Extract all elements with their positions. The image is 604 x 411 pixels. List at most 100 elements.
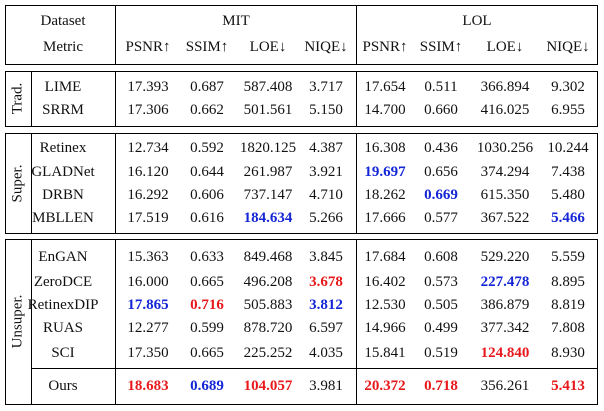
metric-value: 416.025: [480, 102, 530, 118]
metric-value: 1030.256: [476, 140, 534, 156]
metric-value: 0.656: [424, 164, 458, 180]
method-name: MBLLEN: [32, 210, 94, 226]
metric-value: 7.808: [551, 320, 585, 336]
group-label: Super.: [9, 164, 26, 202]
metric-value: 17.865: [127, 297, 169, 313]
metric-value: 4.710: [309, 187, 343, 203]
metric-value: 14.966: [364, 320, 406, 336]
metric-value: 505.883: [243, 297, 293, 313]
header-bottom-rule: [5, 64, 598, 65]
group-top-rule: [5, 71, 598, 72]
header-left-border: [5, 5, 6, 64]
metric-value: 5.480: [551, 187, 585, 203]
metric-value: 18.683: [127, 378, 169, 394]
metric-value: 0.599: [190, 320, 224, 336]
group-left-border: [5, 71, 6, 127]
metric-header-5: SSIM↑: [419, 39, 463, 55]
metric-value: 19.697: [364, 164, 406, 180]
metric-value: 0.499: [424, 320, 458, 336]
metric-value: 0.660: [424, 102, 458, 118]
metric-value: 0.644: [190, 164, 224, 180]
group-right-border: [597, 239, 598, 405]
metric-value: 0.665: [190, 274, 224, 290]
metric-value: 0.573: [424, 274, 458, 290]
metric-value: 9.302: [551, 79, 585, 95]
metric-value: 124.840: [480, 345, 530, 361]
metric-value: 377.342: [480, 320, 530, 336]
header-divider-method: [115, 5, 116, 64]
group-label: Trad.: [9, 82, 26, 115]
metric-value: 0.669: [424, 187, 458, 203]
metric-value: 20.372: [364, 378, 406, 394]
metric-value: 15.841: [364, 345, 406, 361]
dataset-mit: MIT: [222, 13, 250, 29]
metric-header-6: LOE↓: [486, 39, 524, 55]
metric-value: 0.592: [190, 140, 224, 156]
metric-value: 374.294: [480, 164, 530, 180]
metric-value: 3.812: [309, 297, 343, 313]
group-right-border: [597, 71, 598, 127]
header-top-rule: [5, 5, 598, 6]
method-name: SCI: [51, 345, 75, 361]
metric-value: 737.147: [243, 187, 293, 203]
method-divider: [115, 239, 116, 405]
metric-value: 17.350: [127, 345, 169, 361]
metric-value: 6.955: [551, 102, 585, 118]
metric-value: 4.035: [309, 345, 343, 361]
header-divider-dataset: [356, 5, 357, 64]
metric-value: 0.519: [424, 345, 458, 361]
metric-value: 18.262: [364, 187, 406, 203]
metric-value: 0.718: [424, 378, 458, 394]
metric-value: 0.665: [190, 345, 224, 361]
method-name: DRBN: [42, 187, 84, 203]
group-left-border: [5, 133, 6, 234]
metric-value: 878.720: [243, 320, 293, 336]
method-name: LIME: [44, 79, 82, 95]
group-label-divider: [31, 239, 32, 405]
metric-value: 16.402: [364, 274, 406, 290]
method-name: Retinex: [39, 140, 87, 156]
metric-value: 17.684: [364, 249, 406, 265]
metric-value: 14.700: [364, 102, 406, 118]
method-divider: [115, 133, 116, 234]
metric-value: 0.662: [190, 102, 224, 118]
metric-value: 0.577: [424, 210, 458, 226]
metric-value: 12.530: [364, 297, 406, 313]
metric-value: 17.666: [364, 210, 406, 226]
metric-value: 8.895: [551, 274, 585, 290]
metric-value: 3.717: [309, 79, 343, 95]
dataset-label: Dataset: [40, 13, 86, 29]
method-divider: [115, 71, 116, 127]
metric-value: 356.261: [480, 378, 530, 394]
metric-value: 3.678: [309, 274, 343, 290]
metric-value: 5.466: [551, 210, 585, 226]
metric-value: 5.150: [309, 102, 343, 118]
metric-value: 17.393: [127, 79, 169, 95]
metric-value: 15.363: [127, 249, 169, 265]
metric-value: 0.608: [424, 249, 458, 265]
metric-value: 0.436: [424, 140, 458, 156]
metric-value: 386.879: [480, 297, 530, 313]
group-label: Unsuper.: [9, 294, 26, 349]
dataset-divider: [356, 133, 357, 234]
metric-value: 496.208: [243, 274, 293, 290]
method-name: SRRM: [42, 102, 84, 118]
metric-value: 227.478: [480, 274, 530, 290]
metric-value: 3.981: [309, 378, 343, 394]
metric-value: 5.413: [551, 378, 585, 394]
group-right-border: [597, 133, 598, 234]
metric-value: 366.894: [480, 79, 530, 95]
metric-value: 17.654: [364, 79, 406, 95]
method-name: Ours: [48, 378, 78, 394]
metric-value: 3.921: [309, 164, 343, 180]
metric-value: 0.511: [424, 79, 458, 95]
metric-value: 17.306: [127, 102, 169, 118]
group-top-rule: [5, 239, 598, 240]
metric-header-1: SSIM↑: [185, 39, 229, 55]
metric-header-0: PSNR↑: [125, 39, 171, 55]
metric-value: 5.266: [309, 210, 343, 226]
metric-value: 104.057: [243, 378, 293, 394]
metric-value: 529.220: [480, 249, 530, 265]
group-bottom-rule: [5, 404, 598, 405]
